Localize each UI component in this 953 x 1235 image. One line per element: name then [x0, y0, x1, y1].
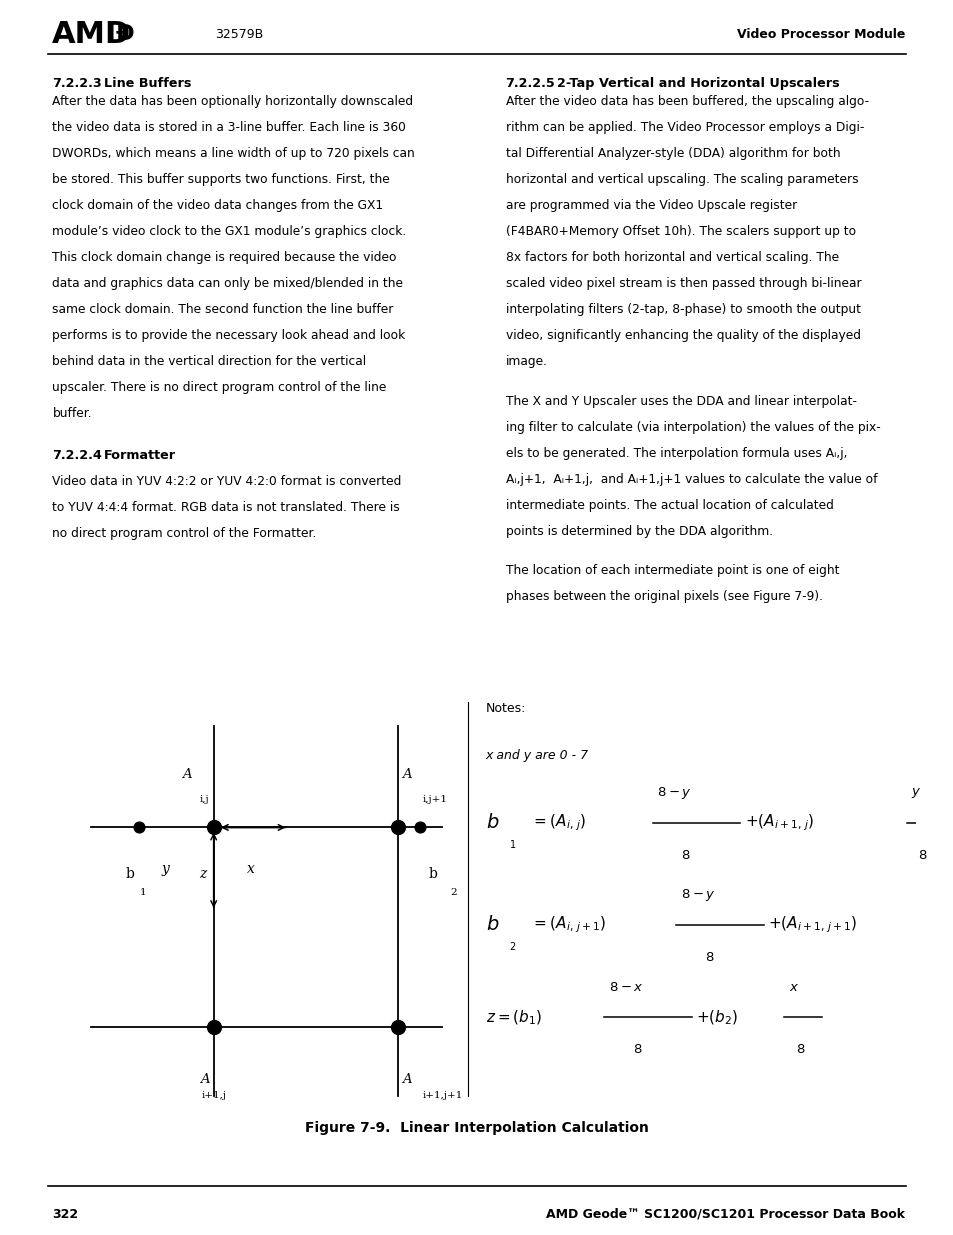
Text: no direct program control of the Formatter.: no direct program control of the Formatt… [52, 526, 316, 540]
Text: A: A [199, 1073, 209, 1086]
Text: $z = (b_1)$: $z = (b_1)$ [485, 1008, 541, 1026]
Text: els to be generated. The interpolation formula uses Aᵢ,j,: els to be generated. The interpolation f… [505, 447, 846, 459]
Point [412, 818, 427, 837]
Text: upscaler. There is no direct program control of the line: upscaler. There is no direct program con… [52, 382, 386, 394]
Text: horizontal and vertical upscaling. The scaling parameters: horizontal and vertical upscaling. The s… [505, 173, 858, 186]
Text: After the video data has been buffered, the upscaling algo-: After the video data has been buffered, … [505, 95, 868, 109]
Text: rithm can be applied. The Video Processor employs a Digi-: rithm can be applied. The Video Processo… [505, 121, 863, 135]
Text: i,j: i,j [199, 795, 209, 804]
Text: Line Buffers: Line Buffers [104, 77, 192, 90]
Text: 7.2.2.5: 7.2.2.5 [505, 77, 555, 90]
Text: b: b [428, 867, 437, 881]
Text: $_2$: $_2$ [509, 939, 517, 952]
Text: After the data has been optionally horizontally downscaled: After the data has been optionally horiz… [52, 95, 414, 109]
Text: intermediate points. The actual location of calculated: intermediate points. The actual location… [505, 499, 833, 511]
Text: Notes:: Notes: [485, 703, 526, 715]
Text: $+(A_{i+1,\,j+1})$: $+(A_{i+1,\,j+1})$ [767, 914, 857, 935]
Text: The X and Y Upscaler uses the DDA and linear interpolat-: The X and Y Upscaler uses the DDA and li… [505, 395, 856, 408]
Text: $+(A_{i+1,\,j})$: $+(A_{i+1,\,j})$ [744, 813, 813, 834]
Text: i+1,j+1: i+1,j+1 [422, 1092, 462, 1100]
Text: $x$: $x$ [788, 981, 798, 994]
Text: points is determined by the DDA algorithm.: points is determined by the DDA algorith… [505, 525, 772, 537]
Text: $+(b_2)$: $+(b_2)$ [696, 1008, 738, 1026]
Text: be stored. This buffer supports two functions. First, the: be stored. This buffer supports two func… [52, 173, 390, 186]
Text: $b$: $b$ [485, 915, 498, 934]
Text: This clock domain change is required because the video: This clock domain change is required bec… [52, 251, 396, 264]
Text: 322: 322 [52, 1208, 78, 1220]
Text: A: A [402, 1073, 412, 1086]
Text: $y$: $y$ [910, 785, 921, 800]
Text: $= (A_{i,\,j+1})$: $= (A_{i,\,j+1})$ [531, 914, 606, 935]
Text: are programmed via the Video Upscale register: are programmed via the Video Upscale reg… [505, 199, 796, 212]
Text: video, significantly enhancing the quality of the displayed: video, significantly enhancing the quali… [505, 330, 860, 342]
Point [206, 818, 221, 837]
Text: x: x [247, 862, 254, 876]
Text: scaled video pixel stream is then passed through bi-linear: scaled video pixel stream is then passed… [505, 278, 861, 290]
Text: 32579B: 32579B [214, 28, 263, 41]
Text: interpolating filters (2-tap, 8-phase) to smooth the output: interpolating filters (2-tap, 8-phase) t… [505, 304, 860, 316]
Text: tal Differential Analyzer-style (DDA) algorithm for both: tal Differential Analyzer-style (DDA) al… [505, 147, 840, 161]
Text: $8-x$: $8-x$ [608, 981, 642, 994]
Text: 2: 2 [450, 888, 456, 897]
Point [132, 818, 147, 837]
Text: z: z [199, 867, 206, 881]
Text: same clock domain. The second function the line buffer: same clock domain. The second function t… [52, 304, 394, 316]
Text: $8-y$: $8-y$ [679, 887, 715, 903]
Text: i+1,j: i+1,j [202, 1092, 227, 1100]
Text: clock domain of the video data changes from the GX1: clock domain of the video data changes f… [52, 199, 383, 212]
Text: $8-y$: $8-y$ [657, 784, 691, 800]
Text: $_1$: $_1$ [509, 836, 517, 851]
Text: 2-Tap Vertical and Horizontal Upscalers: 2-Tap Vertical and Horizontal Upscalers [557, 77, 839, 90]
Text: A: A [402, 768, 412, 782]
Text: DWORDs, which means a line width of up to 720 pixels can: DWORDs, which means a line width of up t… [52, 147, 415, 161]
Text: x and y are 0 - 7: x and y are 0 - 7 [485, 748, 588, 762]
Text: Formatter: Formatter [104, 448, 176, 462]
Text: Figure 7-9.  Linear Interpolation Calculation: Figure 7-9. Linear Interpolation Calcula… [305, 1121, 648, 1135]
Text: $b$: $b$ [485, 814, 498, 832]
Text: $= (A_{i,\,j})$: $= (A_{i,\,j})$ [531, 813, 586, 834]
Point [206, 1016, 221, 1036]
Text: i,j+1: i,j+1 [422, 795, 447, 804]
Text: 7.2.2.3: 7.2.2.3 [52, 77, 102, 90]
Text: AMD Geode™ SC1200/SC1201 Processor Data Book: AMD Geode™ SC1200/SC1201 Processor Data … [545, 1208, 904, 1220]
Text: phases between the original pixels (see Figure 7-9).: phases between the original pixels (see … [505, 590, 821, 603]
Point [390, 818, 405, 837]
Text: $8$: $8$ [704, 951, 714, 963]
Text: b: b [126, 867, 134, 881]
Text: Video Processor Module: Video Processor Module [736, 28, 904, 41]
Text: buffer.: buffer. [52, 408, 92, 420]
Text: y: y [161, 862, 170, 876]
Text: Video data in YUV 4:2:2 or YUV 4:2:0 format is converted: Video data in YUV 4:2:2 or YUV 4:2:0 for… [52, 474, 401, 488]
Text: data and graphics data can only be mixed/blended in the: data and graphics data can only be mixed… [52, 278, 403, 290]
Text: ing filter to calculate (via interpolation) the values of the pix-: ing filter to calculate (via interpolati… [505, 421, 880, 433]
Text: (F4BAR0+Memory Offset 10h). The scalers support up to: (F4BAR0+Memory Offset 10h). The scalers … [505, 225, 855, 238]
Point [390, 1016, 405, 1036]
Text: $8$: $8$ [633, 1044, 642, 1056]
Text: $8$: $8$ [680, 848, 690, 862]
Text: to YUV 4:4:4 format. RGB data is not translated. There is: to YUV 4:4:4 format. RGB data is not tra… [52, 500, 400, 514]
Text: The location of each intermediate point is one of eight: The location of each intermediate point … [505, 564, 839, 577]
Text: Đ: Đ [116, 25, 134, 44]
Text: 7.2.2.4: 7.2.2.4 [52, 448, 102, 462]
Text: the video data is stored in a 3-line buffer. Each line is 360: the video data is stored in a 3-line buf… [52, 121, 406, 135]
Text: $8$: $8$ [918, 848, 927, 862]
Text: AMD: AMD [52, 20, 132, 49]
Text: module’s video clock to the GX1 module’s graphics clock.: module’s video clock to the GX1 module’s… [52, 225, 406, 238]
Text: Aᵢ,j+1,  Aᵢ+1,j,  and Aᵢ+1,j+1 values to calculate the value of: Aᵢ,j+1, Aᵢ+1,j, and Aᵢ+1,j+1 values to c… [505, 473, 876, 485]
Text: A: A [182, 768, 192, 782]
Text: behind data in the vertical direction for the vertical: behind data in the vertical direction fo… [52, 356, 366, 368]
Text: performs is to provide the necessary look ahead and look: performs is to provide the necessary loo… [52, 330, 405, 342]
Text: 8x factors for both horizontal and vertical scaling. The: 8x factors for both horizontal and verti… [505, 251, 838, 264]
Text: $8$: $8$ [795, 1044, 804, 1056]
Text: 1: 1 [139, 888, 146, 897]
Text: image.: image. [505, 356, 547, 368]
